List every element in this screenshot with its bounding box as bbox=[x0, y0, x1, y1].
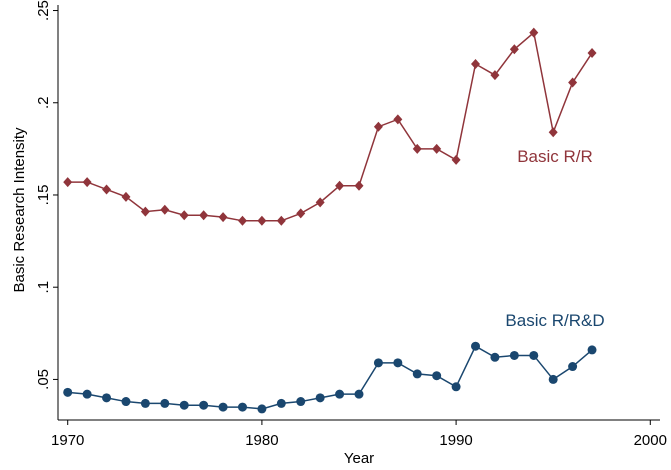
point bbox=[393, 358, 403, 368]
point bbox=[393, 114, 403, 125]
point bbox=[257, 404, 267, 414]
point bbox=[276, 398, 286, 408]
point bbox=[335, 389, 345, 399]
point bbox=[218, 402, 228, 412]
point bbox=[373, 121, 383, 132]
point bbox=[199, 400, 209, 410]
point bbox=[354, 180, 364, 191]
y-tick-label: .1 bbox=[35, 281, 52, 294]
point bbox=[412, 143, 422, 154]
point bbox=[63, 387, 73, 397]
point bbox=[179, 400, 189, 410]
point bbox=[412, 369, 422, 379]
point bbox=[587, 47, 597, 58]
point bbox=[335, 180, 345, 191]
point bbox=[471, 59, 481, 70]
point bbox=[490, 352, 500, 362]
point bbox=[432, 143, 442, 154]
y-tick-label: .05 bbox=[35, 369, 52, 390]
point bbox=[121, 397, 131, 407]
point bbox=[568, 362, 578, 372]
series-label: Basic R/R&D bbox=[505, 311, 604, 330]
x-tick-label: 1990 bbox=[439, 432, 472, 449]
point bbox=[237, 215, 247, 226]
x-axis-title: Year bbox=[344, 450, 374, 467]
point bbox=[82, 389, 92, 399]
x-tick-label: 2000 bbox=[634, 432, 667, 449]
point bbox=[102, 393, 112, 403]
point bbox=[63, 177, 73, 188]
y-tick-label: .25 bbox=[35, 0, 52, 21]
point bbox=[199, 210, 209, 221]
point bbox=[587, 345, 597, 355]
point bbox=[509, 350, 519, 360]
y-tick-label: .2 bbox=[35, 96, 52, 109]
point bbox=[548, 374, 558, 384]
y-axis-title: Basic Research Intensity bbox=[11, 127, 28, 293]
point bbox=[568, 77, 578, 88]
point bbox=[471, 341, 481, 351]
point bbox=[257, 215, 267, 226]
point bbox=[451, 382, 461, 392]
point bbox=[529, 27, 539, 38]
point bbox=[315, 197, 325, 208]
point bbox=[529, 350, 539, 360]
series-line bbox=[67, 345, 593, 410]
series-label: Basic R/R bbox=[517, 147, 593, 166]
point bbox=[218, 212, 228, 223]
point bbox=[237, 402, 247, 412]
point bbox=[276, 215, 286, 226]
point bbox=[140, 206, 150, 217]
point bbox=[82, 177, 92, 188]
point bbox=[179, 210, 189, 221]
point bbox=[548, 127, 558, 138]
point bbox=[432, 371, 442, 381]
x-tick-label: 1980 bbox=[245, 432, 278, 449]
point bbox=[373, 358, 383, 368]
point bbox=[296, 397, 306, 407]
point bbox=[160, 204, 170, 215]
x-tick-label: 1970 bbox=[51, 432, 84, 449]
point bbox=[354, 389, 364, 399]
point bbox=[160, 398, 170, 408]
point bbox=[451, 154, 461, 165]
point bbox=[490, 70, 500, 81]
point bbox=[140, 398, 150, 408]
point bbox=[509, 44, 519, 55]
point bbox=[121, 191, 131, 202]
point bbox=[315, 393, 325, 403]
point bbox=[102, 184, 112, 195]
series-line bbox=[67, 31, 593, 222]
point bbox=[296, 208, 306, 219]
y-tick-label: .15 bbox=[35, 185, 52, 206]
